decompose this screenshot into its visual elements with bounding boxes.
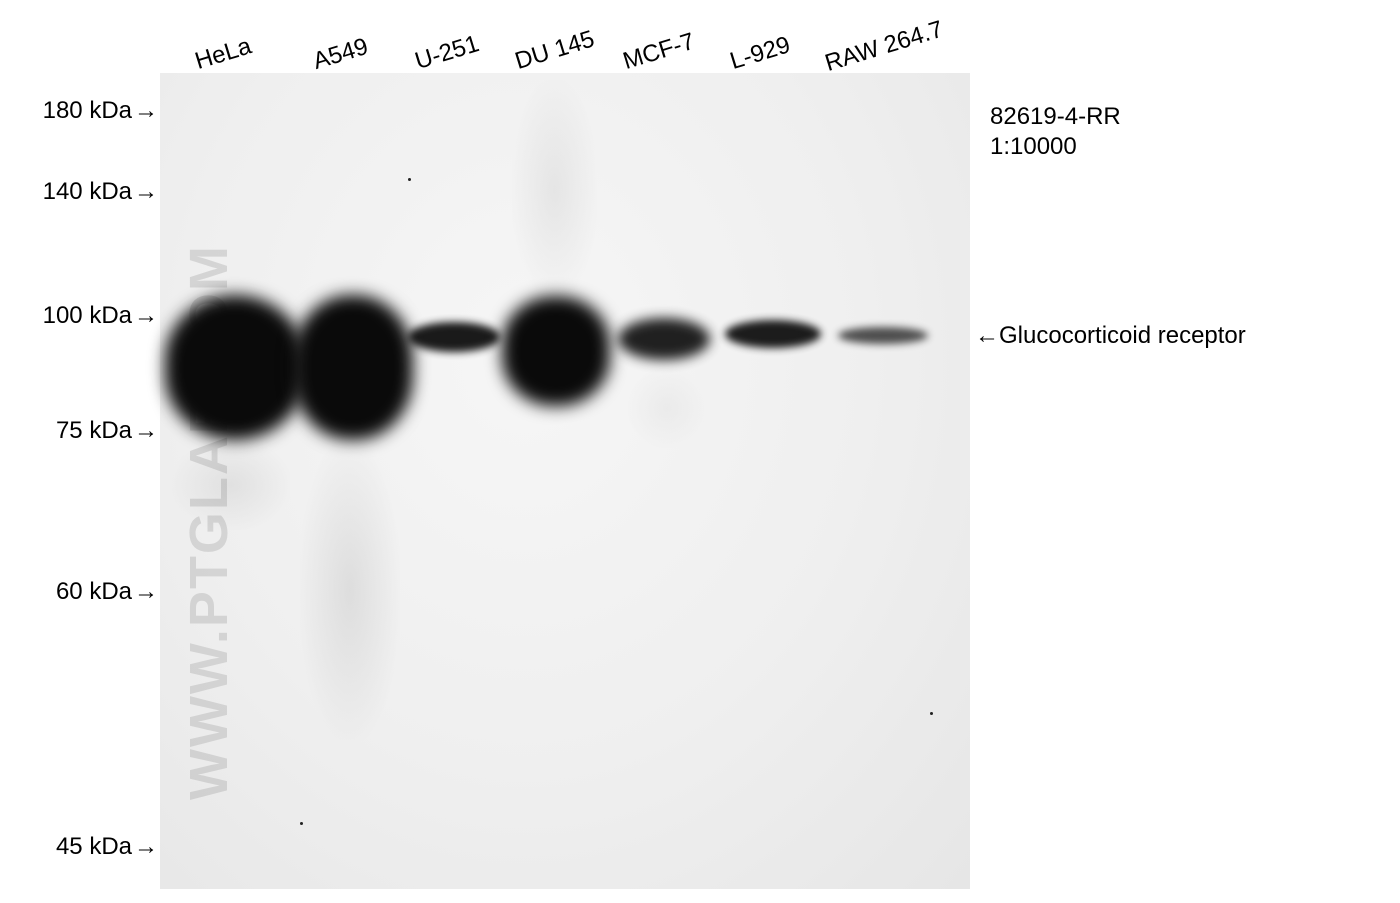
lane-label: HeLa — [192, 32, 255, 76]
right-arrow-icon: → — [134, 97, 158, 124]
right-arrow-icon: → — [134, 833, 158, 860]
lane-label: L-929 — [727, 31, 794, 76]
dilution: 1:10000 — [990, 133, 1077, 161]
mw-marker-label: 60 kDa→ — [56, 578, 158, 606]
blot-band — [502, 296, 610, 406]
mw-marker-text: 180 kDa — [43, 97, 132, 124]
mw-marker-text: 100 kDa — [43, 302, 132, 329]
right-arrow-icon: → — [134, 178, 158, 205]
mw-marker-label: 180 kDa→ — [43, 97, 158, 125]
right-arrow-icon: → — [134, 578, 158, 605]
left-arrow-icon: ← — [975, 322, 999, 349]
band-label-text: Glucocorticoid receptor — [999, 322, 1246, 349]
blot-smear — [512, 80, 597, 300]
lane-label: DU 145 — [512, 25, 598, 76]
lane-label: MCF-7 — [620, 28, 698, 76]
mw-marker-label: 140 kDa→ — [43, 178, 158, 206]
blot-band — [838, 327, 928, 344]
blot-smear — [300, 440, 400, 740]
blot-band — [293, 295, 413, 440]
blot-band — [408, 322, 500, 352]
mw-marker-label: 75 kDa→ — [56, 417, 158, 445]
mw-marker-text: 60 kDa — [56, 578, 132, 605]
right-arrow-icon: → — [134, 302, 158, 329]
blot-band — [618, 318, 710, 360]
blot-smear — [172, 440, 290, 530]
mw-marker-text: 45 kDa — [56, 833, 132, 860]
speck — [408, 178, 411, 181]
catalog-number: 82619-4-RR — [990, 103, 1121, 131]
mw-marker-label: 45 kDa→ — [56, 833, 158, 861]
blot-band — [725, 320, 821, 348]
blot-band — [165, 295, 305, 440]
mw-marker-text: 140 kDa — [43, 178, 132, 205]
lane-label: A549 — [310, 33, 372, 76]
right-arrow-icon: → — [134, 417, 158, 444]
western-blot-figure: WWW.PTGLAB.COM HeLaA549U-251DU 145MCF-7L… — [0, 0, 1400, 903]
mw-marker-text: 75 kDa — [56, 417, 132, 444]
band-label: ←Glucocorticoid receptor — [975, 322, 1246, 350]
lane-label: RAW 264.7 — [822, 16, 947, 78]
blot-smear — [628, 368, 706, 448]
speck — [300, 822, 303, 825]
mw-marker-label: 100 kDa→ — [43, 302, 158, 330]
speck — [930, 712, 933, 715]
lane-label: U-251 — [412, 30, 483, 76]
